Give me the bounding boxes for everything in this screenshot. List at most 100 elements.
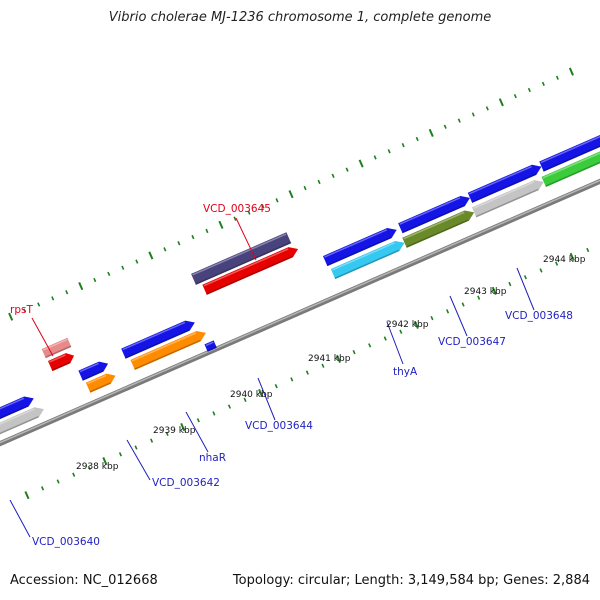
gene-rpsT-rna-shade [45, 345, 72, 359]
gene-thyA-highlight [332, 242, 395, 271]
outer-scale-tick [261, 204, 265, 209]
outer-scale-tick [401, 143, 405, 148]
scale-label-2941: 2941 kbp [308, 354, 351, 364]
label-VCD_003648: VCD_003648 [505, 310, 573, 322]
gene-VCD_003642-highlight [87, 374, 107, 385]
leader-VCD_003640 [9, 499, 31, 538]
outer-scale-tick [498, 98, 504, 107]
outer-scale-tick [317, 179, 321, 185]
inner-scale-tick [555, 261, 559, 266]
leader-VCD_003645 [235, 217, 257, 261]
gene-features [0, 134, 600, 449]
inner-scale-tick [274, 384, 278, 389]
gene-VCD_003640-rna-shade [0, 415, 39, 449]
gene-nhaR-cds-shade [124, 329, 190, 359]
inner-scale-tick [243, 397, 247, 402]
scale-label-2939: 2939 kbp [153, 426, 196, 436]
scale-label-2940: 2940 kbp [230, 390, 273, 400]
leader-VCD_003642 [126, 439, 151, 481]
outer-scale-tick [288, 190, 294, 199]
inner-scale-tick [227, 404, 232, 409]
outer-scale-tick [471, 112, 475, 117]
gene-VCD_003649 [539, 134, 600, 172]
genome-backbone [0, 178, 600, 447]
inner-scale-tick [180, 422, 186, 432]
gene-VCD_003648 [471, 180, 544, 218]
inner-scale-tick [352, 350, 356, 355]
label-VCD_003645: VCD_003645 [203, 203, 271, 215]
outer-scale-tick [247, 210, 251, 215]
gene-nhaR-cds-body [121, 320, 195, 359]
outer-scale-tick [485, 106, 489, 111]
gene-VCD_003640-body [0, 396, 34, 436]
gene-VCD_003647 [402, 210, 475, 248]
gene-VCD_003642 [85, 373, 116, 393]
label-VCD_003640: VCD_003640 [32, 536, 100, 548]
outer-scale-tick [65, 290, 69, 295]
inner-scale-tick [321, 363, 325, 368]
tick-marks [8, 67, 590, 500]
gene-VCD_003645 [202, 247, 299, 295]
inner-scale-tick [118, 452, 122, 457]
gene-VCD_003648-body [471, 180, 544, 218]
outer-scale-tick [121, 265, 125, 270]
outer-scale-tick [51, 296, 55, 301]
outer-scale-tick [107, 271, 111, 276]
gene-VCD_003645-rna-body [191, 232, 292, 285]
outer-scale-tick [527, 87, 531, 93]
outer-scale-tick [177, 241, 181, 246]
label-VCD_003647: VCD_003647 [438, 336, 506, 348]
gene-VCD_003641-highlight [79, 362, 100, 373]
label-rpsT: rpsT [10, 304, 33, 316]
outer-scale-tick [373, 155, 377, 160]
gene-rpsT-shade [51, 361, 71, 372]
outer-scale-tick [428, 128, 434, 137]
gene-VCD_003640-highlight [0, 397, 25, 427]
gene-nhaR-body [130, 331, 206, 370]
outer-scale-tick [568, 67, 574, 76]
inner-scale-tick [305, 370, 309, 375]
gene-VCD_003650 [541, 148, 600, 187]
inner-scale-tick [258, 388, 264, 398]
gene-thyA [330, 240, 405, 280]
gene-thyA-shade [334, 249, 400, 280]
outer-scale-tick [358, 159, 364, 168]
outer-scale-tick [457, 118, 461, 123]
gene-thyA-cds-body [323, 228, 397, 267]
inner-scale-tick [430, 315, 434, 321]
inner-scale-tick [477, 295, 481, 300]
gene-rpsT-rna-body [41, 337, 72, 359]
inner-scale-tick [150, 438, 154, 443]
gene-VCD_003640-rna-body [0, 407, 44, 449]
gene-thyA-cds-shade [326, 236, 392, 267]
gene-VCD_003647-shade [406, 219, 470, 248]
gene-VCD_003640-rna [0, 407, 44, 449]
gene-thyA-body [330, 240, 405, 280]
inner-scale-tick [508, 281, 512, 287]
gene-VCD_003641-body [78, 361, 109, 381]
outer-scale-tick [191, 234, 195, 240]
inner-scale-tick [56, 479, 60, 484]
gene-nhaR-cds [121, 320, 195, 359]
outer-scale-tick [555, 75, 559, 80]
outer-scale-tick [513, 93, 517, 99]
gene-rpsT-body [48, 353, 75, 372]
inner-scale-tick [134, 445, 138, 450]
outer-scale-tick [541, 81, 545, 87]
outer-scale-tick [78, 282, 84, 291]
gene-VCD_003650-body [541, 148, 600, 187]
gene-VCD_003648-shade [475, 188, 539, 218]
outer-scale-tick [415, 136, 419, 142]
gene-nhaR-cds-highlight [122, 321, 186, 351]
gene-nhaR-highlight [131, 332, 197, 362]
inner-scale-tick [102, 457, 108, 466]
inner-scale-tick [72, 472, 76, 477]
outer-scale-tick [387, 149, 391, 154]
gene-VCD_003645-rna [191, 232, 292, 285]
leader-nhaR [185, 411, 209, 453]
scale-label-2938: 2938 kbp [76, 462, 119, 472]
gene-VCD_003640 [0, 396, 34, 436]
outer-scale-tick [37, 302, 41, 307]
accession-text: Accession: NC_012668 [10, 573, 158, 588]
label-VCD_003644: VCD_003644 [245, 420, 313, 432]
